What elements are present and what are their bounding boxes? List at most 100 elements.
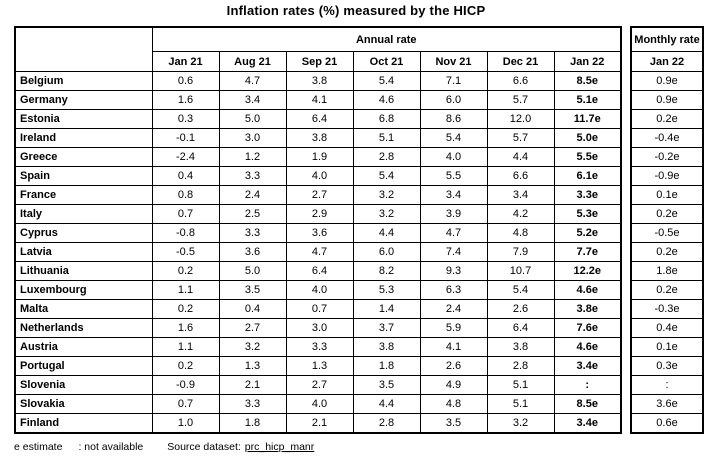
annual-value-cell: 2.7 xyxy=(285,185,354,205)
annual-value-cell: 2.5 xyxy=(218,204,287,224)
annual-value-cell: 3.2 xyxy=(352,204,421,224)
monthly-value-cell: 0.2e xyxy=(630,280,704,300)
annual-value-cell: 3.4 xyxy=(419,185,488,205)
annual-value-cell: 0.6 xyxy=(151,71,220,91)
annual-value-cell: 3.8 xyxy=(285,128,354,148)
annual-value-cell: 4.6e xyxy=(553,337,622,357)
annual-value-cell: 4.0 xyxy=(285,166,354,186)
annual-value-cell: 1.1 xyxy=(151,280,220,300)
annual-value-cell: 4.0 xyxy=(285,394,354,414)
annual-value-cell: 3.0 xyxy=(285,318,354,338)
monthly-value-cell: 0.9e xyxy=(630,71,704,91)
annual-rate-table: Annual rate Jan 21 Aug 21 Sep 21 Oct 21 Nov … xyxy=(14,26,622,434)
annual-value-cell: 6.0 xyxy=(352,242,421,262)
annual-value-cell: 0.8 xyxy=(151,185,220,205)
tables-container: Annual rate Jan 21 Aug 21 Sep 21 Oct 21 Nov … xyxy=(14,26,712,434)
country-cell: Greece xyxy=(14,147,153,167)
annual-value-cell: 3.2 xyxy=(352,185,421,205)
monthly-value-cell: 0.1e xyxy=(630,337,704,357)
annual-value-cell: 3.3 xyxy=(218,166,287,186)
annual-value-cell: 5.0 xyxy=(218,109,287,129)
annual-value-cell: 0.2 xyxy=(151,261,220,281)
table-row: Latvia -0.5 3.6 4.7 6.0 7.4 7.9 7.7e xyxy=(14,242,622,262)
monthly-value-cell: 0.2e xyxy=(630,109,704,129)
annual-value-cell: 2.8 xyxy=(486,356,555,376)
annual-value-cell: 3.2 xyxy=(486,413,555,433)
annual-value-cell: : xyxy=(553,375,622,395)
month-column-header: Sep 21 xyxy=(285,51,354,72)
annual-value-cell: 4.9 xyxy=(419,375,488,395)
annual-value-cell: 2.8 xyxy=(352,147,421,167)
annual-value-cell: 4.4 xyxy=(352,223,421,243)
annual-value-cell: 1.2 xyxy=(218,147,287,167)
country-cell: Finland xyxy=(14,413,153,433)
table-row: Portugal 0.2 1.3 1.3 1.8 2.6 2.8 3.4e xyxy=(14,356,622,376)
table-row: Slovenia -0.9 2.1 2.7 3.5 4.9 5.1: xyxy=(14,375,622,395)
country-cell: Malta xyxy=(14,299,153,319)
page-title: Inflation rates (%) measured by the HICP xyxy=(226,3,486,18)
annual-value-cell: 0.4 xyxy=(151,166,220,186)
annual-value-cell: 6.3 xyxy=(419,280,488,300)
monthly-table-row: 0.2e xyxy=(630,204,704,224)
monthly-table-row: -0.2e xyxy=(630,147,704,167)
monthly-table-row: -0.5e xyxy=(630,223,704,243)
annual-value-cell: 7.1 xyxy=(419,71,488,91)
country-cell: Cyprus xyxy=(14,223,153,243)
annual-value-cell: 0.2 xyxy=(151,356,220,376)
annual-value-cell: 10.7 xyxy=(486,261,555,281)
annual-value-cell: 5.4 xyxy=(419,128,488,148)
annual-value-cell: 1.8 xyxy=(352,356,421,376)
annual-value-cell: 3.8 xyxy=(285,71,354,91)
table-row: Germany 1.6 3.4 4.1 4.6 6.0 5.7 5.1e xyxy=(14,90,622,110)
annual-value-cell: 6.4 xyxy=(285,261,354,281)
monthly-rate-header: Monthly rate xyxy=(630,26,704,52)
annual-value-cell: 5.1e xyxy=(553,90,622,110)
country-cell: Netherlands xyxy=(14,318,153,338)
annual-value-cell: 8.5e xyxy=(553,71,622,91)
annual-value-cell: 8.6 xyxy=(419,109,488,129)
annual-value-cell: 4.8 xyxy=(419,394,488,414)
monthly-value-cell: : xyxy=(630,375,704,395)
annual-value-cell: 4.6 xyxy=(352,90,421,110)
annual-value-cell: 3.4e xyxy=(553,356,622,376)
country-cell: Estonia xyxy=(14,109,153,129)
month-column-header: Nov 21 xyxy=(419,51,488,72)
monthly-table-row: -0.4e xyxy=(630,128,704,148)
annual-value-cell: 2.4 xyxy=(419,299,488,319)
annual-value-cell: 2.7 xyxy=(285,375,354,395)
country-cell: Slovenia xyxy=(14,375,153,395)
not-available-note: : not available xyxy=(78,440,144,453)
annual-value-cell: 1.6 xyxy=(151,318,220,338)
table-row: Luxembourg 1.1 3.5 4.0 5.3 6.3 5.4 4.6e xyxy=(14,280,622,300)
annual-value-cell: 3.3 xyxy=(285,337,354,357)
annual-value-cell: -0.5 xyxy=(151,242,220,262)
monthly-column-header: Jan 22 xyxy=(630,51,704,72)
monthly-table-row: 0.9e xyxy=(630,90,704,110)
monthly-table-row: 1.8e xyxy=(630,261,704,281)
annual-value-cell: 3.8e xyxy=(553,299,622,319)
country-cell: Lithuania xyxy=(14,261,153,281)
month-column-header: Dec 21 xyxy=(486,51,555,72)
annual-value-cell: 5.2e xyxy=(553,223,622,243)
annual-value-cell: 5.1 xyxy=(486,394,555,414)
annual-value-cell: 5.0e xyxy=(553,128,622,148)
monthly-table-row: 0.4e xyxy=(630,318,704,338)
annual-value-cell: 4.6e xyxy=(553,280,622,300)
country-cell: Ireland xyxy=(14,128,153,148)
annual-value-cell: 3.6 xyxy=(218,242,287,262)
source-dataset-link[interactable]: prc_hicp_manr xyxy=(244,440,315,453)
annual-value-cell: 3.3 xyxy=(218,223,287,243)
annual-value-cell: 5.4 xyxy=(352,166,421,186)
annual-value-cell: 3.0 xyxy=(218,128,287,148)
annual-value-cell: 11.7e xyxy=(553,109,622,129)
annual-value-cell: 3.5 xyxy=(352,375,421,395)
annual-value-cell: 0.7 xyxy=(151,394,220,414)
monthly-table-row: 3.6e xyxy=(630,394,704,414)
annual-value-cell: 6.4 xyxy=(285,109,354,129)
month-column-header: Jan 22 xyxy=(553,51,622,72)
table-row: Netherlands 1.6 2.7 3.0 3.7 5.9 6.4 7.6e xyxy=(14,318,622,338)
monthly-value-cell: 1.8e xyxy=(630,261,704,281)
country-cell: Austria xyxy=(14,337,153,357)
annual-value-cell: 3.5 xyxy=(419,413,488,433)
country-cell: Latvia xyxy=(14,242,153,262)
